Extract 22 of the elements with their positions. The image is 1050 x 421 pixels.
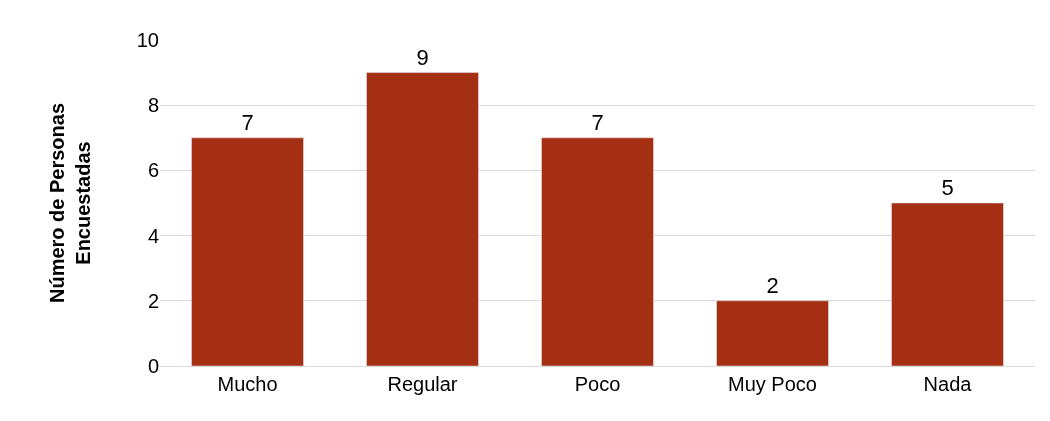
- y-tick-label: 10: [136, 29, 159, 51]
- y-tick-label: 2: [147, 289, 159, 312]
- data-label: 7: [591, 109, 604, 135]
- y-axis-title: Número de Personas Encuestadas: [46, 102, 95, 304]
- x-tick-label: Poco: [574, 373, 621, 395]
- data-label: 9: [416, 44, 429, 70]
- x-tick-label: Nada: [923, 373, 973, 395]
- bar: [541, 137, 654, 366]
- bar: [891, 202, 1004, 366]
- x-tick-label: Mucho: [217, 373, 278, 395]
- data-label: 7: [241, 109, 254, 135]
- y-tick-label: 0: [147, 355, 159, 377]
- y-tick-label: 8: [147, 94, 159, 117]
- data-label: 5: [941, 175, 954, 200]
- y-tick-label: 6: [147, 159, 159, 182]
- bar: [191, 137, 304, 366]
- x-tick-label: Regular: [387, 373, 458, 395]
- bar: [366, 72, 479, 366]
- bar: [716, 300, 829, 366]
- y-tick-label: 4: [147, 224, 159, 247]
- data-label: 2: [766, 272, 779, 298]
- x-tick-label: Muy Poco: [728, 373, 817, 395]
